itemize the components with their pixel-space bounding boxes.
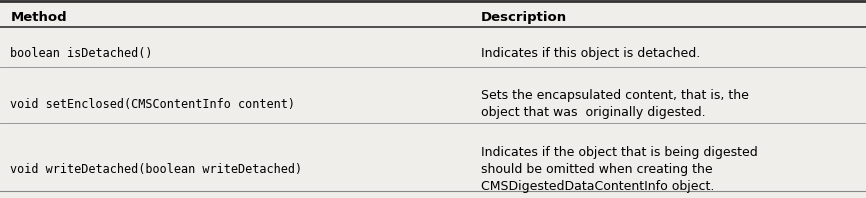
Text: void setEnclosed(CMSContentInfo content): void setEnclosed(CMSContentInfo content) xyxy=(10,98,295,111)
Text: void writeDetached(boolean writeDetached): void writeDetached(boolean writeDetached… xyxy=(10,163,302,176)
Text: boolean isDetached(): boolean isDetached() xyxy=(10,48,153,60)
Text: Method: Method xyxy=(10,11,67,24)
Text: Indicates if the object that is being digested
should be omitted when creating t: Indicates if the object that is being di… xyxy=(481,146,758,193)
Text: Sets the encapsulated content, that is, the
object that was  originally digested: Sets the encapsulated content, that is, … xyxy=(481,89,748,119)
Text: Indicates if this object is detached.: Indicates if this object is detached. xyxy=(481,48,700,60)
Text: Description: Description xyxy=(481,11,566,24)
